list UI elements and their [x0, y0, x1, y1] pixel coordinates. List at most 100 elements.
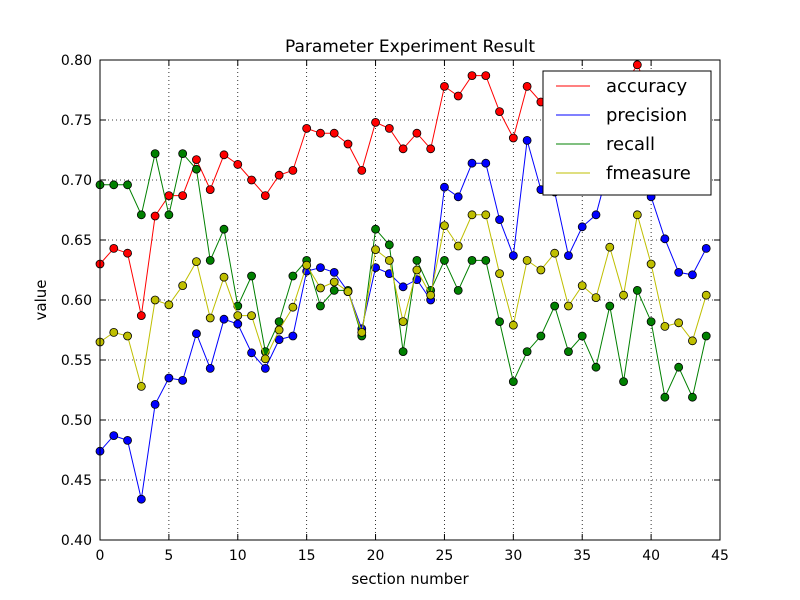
accuracy-point — [384, 123, 394, 133]
fmeasure-point — [123, 331, 132, 341]
recall-point — [384, 240, 394, 250]
x-tick-label: 45 — [711, 548, 729, 564]
precision-point — [453, 192, 463, 202]
fmeasure-point — [550, 248, 560, 258]
precision-point — [660, 234, 670, 244]
precision-point — [150, 399, 160, 409]
x-tick-label: 30 — [504, 548, 522, 564]
fmeasure-point — [178, 281, 188, 291]
y-tick-label: 0.70 — [61, 173, 92, 189]
precision-point — [274, 335, 284, 345]
fmeasure-point — [136, 381, 146, 391]
fmeasure-point — [577, 281, 587, 291]
fmeasure-point — [495, 269, 504, 279]
precision-point — [260, 363, 270, 373]
recall-point — [522, 347, 532, 357]
accuracy-point — [136, 311, 146, 321]
x-axis-ticks: 0 5 10 15 20 25 30 35 40 45 — [96, 60, 729, 564]
accuracy-point — [398, 144, 408, 154]
precision-point — [205, 363, 215, 373]
fmeasure-point — [192, 257, 201, 267]
accuracy-point — [316, 128, 325, 138]
y-tick-label: 0.80 — [61, 53, 92, 69]
precision-point — [123, 435, 132, 445]
y-tick-label: 0.50 — [61, 413, 92, 429]
precision-point — [398, 282, 408, 292]
fmeasure-point — [564, 301, 573, 311]
recall-point — [371, 224, 380, 234]
precision-point — [233, 319, 243, 329]
precision-point — [164, 373, 174, 383]
fmeasure-point — [219, 272, 229, 282]
recall-point — [205, 255, 215, 265]
accuracy-point — [205, 185, 215, 195]
fmeasure-point — [591, 293, 601, 303]
y-tick-label: 0.75 — [61, 113, 92, 129]
fmeasure-point — [508, 320, 518, 330]
precision-point — [178, 375, 188, 385]
precision-point — [440, 182, 449, 192]
precision-point — [688, 270, 697, 280]
precision-point — [495, 215, 504, 225]
y-tick-label: 0.55 — [61, 353, 92, 369]
fmeasure-point — [632, 210, 642, 220]
y-tick-label: 0.45 — [61, 473, 92, 489]
accuracy-point — [343, 139, 353, 149]
precision-point — [136, 494, 146, 504]
recall-point — [605, 301, 615, 311]
fmeasure-point — [536, 265, 546, 275]
x-tick-label: 40 — [642, 548, 660, 564]
recall-point — [660, 392, 670, 402]
precision-point — [109, 431, 119, 441]
accuracy-point — [192, 155, 201, 165]
precision-point — [522, 135, 532, 145]
legend-label-recall: recall — [606, 134, 655, 155]
accuracy-point — [495, 107, 504, 116]
precision-point — [481, 158, 491, 168]
fmeasure-point — [412, 265, 422, 275]
recall-point — [674, 362, 684, 372]
accuracy-point — [274, 170, 284, 180]
fmeasure-point — [164, 300, 174, 310]
accuracy-point — [426, 144, 436, 154]
recall-point — [577, 331, 587, 341]
legend-box — [542, 70, 712, 196]
recall-point — [564, 347, 573, 357]
recall-point — [440, 255, 449, 265]
accuracy-point — [329, 128, 339, 138]
fmeasure-point — [398, 317, 408, 327]
recall-point — [329, 285, 339, 295]
fmeasure-point — [605, 242, 615, 252]
recall-point — [288, 271, 298, 281]
fmeasure-point — [302, 260, 312, 270]
accuracy-point — [233, 159, 243, 169]
recall-point — [123, 180, 132, 190]
recall-point — [591, 362, 601, 372]
recall-point — [136, 210, 146, 220]
accuracy-point — [302, 123, 312, 133]
recall-point — [619, 377, 628, 387]
y-tick-label: 0.60 — [61, 293, 92, 309]
y-axis-label: value — [32, 280, 50, 321]
fmeasure-point — [522, 255, 532, 265]
recall-point — [412, 255, 422, 265]
fmeasure-point — [440, 221, 449, 231]
accuracy-point — [288, 165, 298, 175]
x-tick-label: 35 — [573, 548, 591, 564]
recall-point — [701, 331, 711, 341]
recall-point — [508, 377, 518, 387]
fmeasure-point — [316, 283, 325, 293]
accuracy-point — [453, 91, 463, 101]
recall-point — [316, 301, 325, 311]
accuracy-point — [260, 191, 270, 201]
x-tick-label: 10 — [229, 548, 247, 564]
precision-point — [674, 267, 684, 277]
precision-point — [564, 251, 573, 261]
precision-point — [508, 251, 518, 261]
fmeasure-point — [371, 245, 380, 255]
y-tick-label: 0.40 — [61, 533, 92, 549]
accuracy-point — [412, 128, 422, 138]
precision-point — [329, 267, 339, 277]
recall-point — [467, 255, 477, 265]
